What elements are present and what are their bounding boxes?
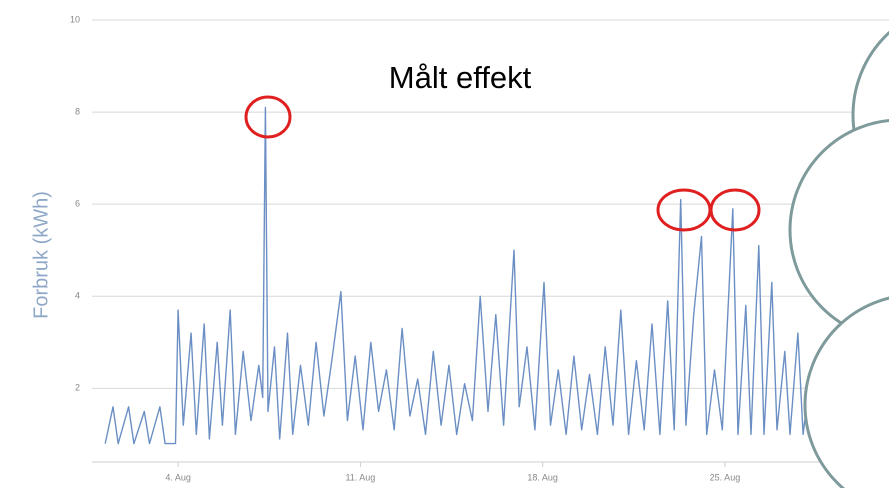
- y-tick-label: 4: [75, 291, 80, 301]
- cloud: [788, 30, 889, 493]
- x-tick-label: 25. Aug: [710, 472, 741, 482]
- y-tick-label: 8: [75, 106, 80, 116]
- y-axis-label: Forbruk (kWh): [30, 191, 52, 319]
- x-tick-label: 11. Aug: [345, 472, 375, 482]
- data-line: [104, 106, 820, 445]
- cloud-bubble: [803, 296, 889, 493]
- cloud-bubble: [788, 119, 889, 341]
- y-tick-label: 10: [70, 14, 80, 24]
- highlight-circle: [244, 95, 292, 139]
- highlights: [244, 95, 761, 232]
- chart-title: Målt effekt: [389, 60, 532, 95]
- y-tick-label: 6: [75, 199, 80, 209]
- x-tick-label: 4. Aug: [165, 472, 191, 482]
- x-tick-label: 18. Aug: [527, 472, 558, 482]
- plot-area: 2 4 6 8 10 4. Aug 11. Aug 18. Aug 25. Aug: [70, 14, 889, 482]
- highlight-circle: [709, 188, 761, 232]
- y-tick-label: 2: [75, 383, 80, 393]
- highlight-circle: [656, 188, 712, 232]
